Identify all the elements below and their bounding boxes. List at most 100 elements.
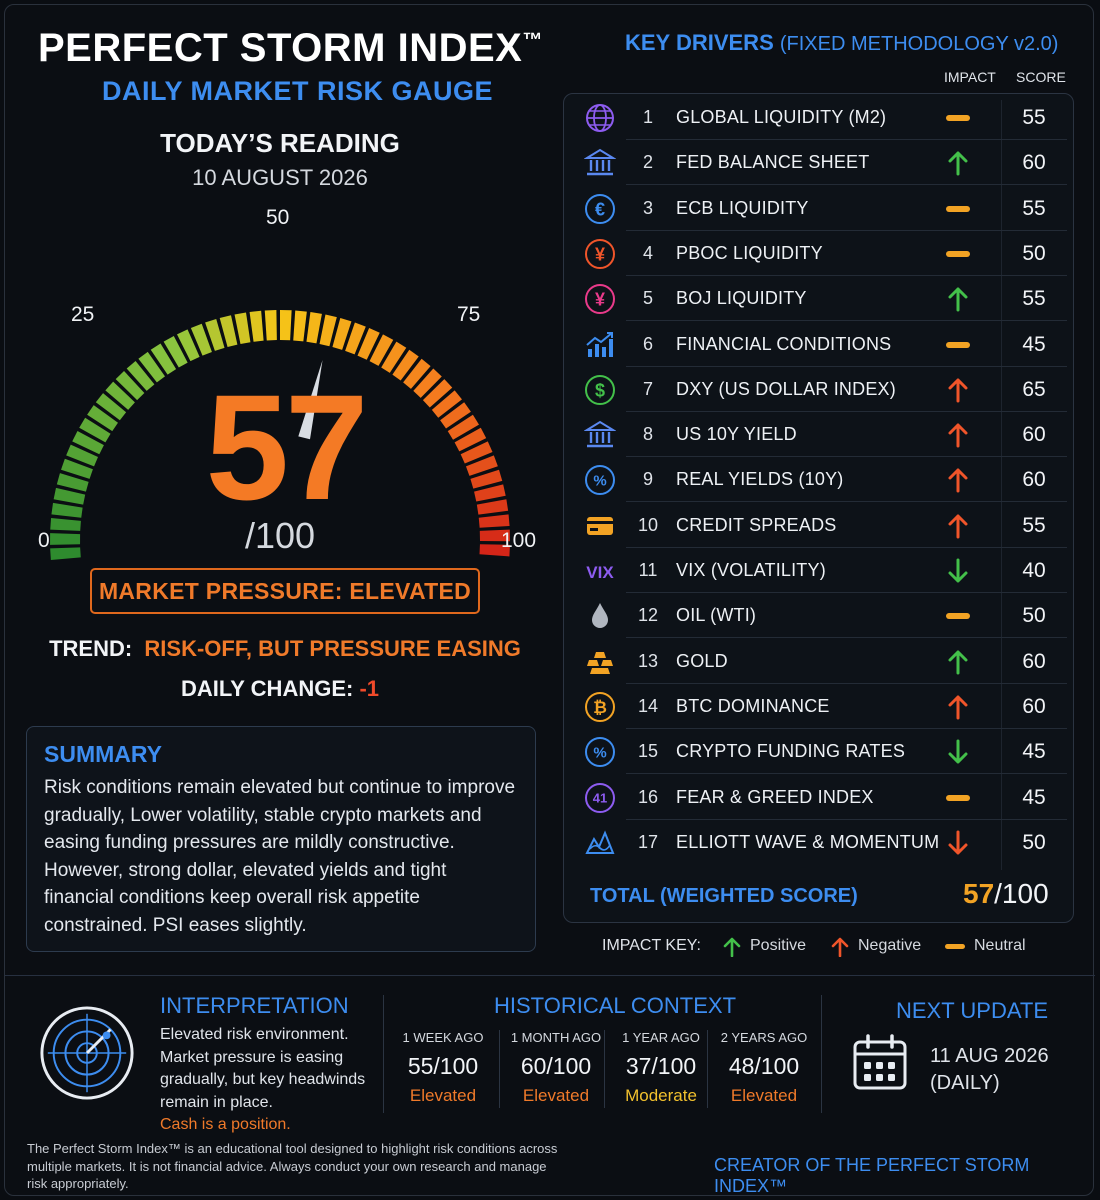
dash-icon (944, 196, 972, 222)
gauge-needle (298, 359, 323, 440)
history-item: 1 MONTH AGO 60/100 Elevated (501, 1030, 611, 1106)
row-divider (626, 818, 1067, 820)
row-divider (626, 727, 1067, 729)
driver-number: 13 (637, 650, 659, 671)
gauge-segment (105, 381, 135, 410)
gold-bars-icon (584, 646, 616, 678)
history-value: 60/100 (520, 1053, 592, 1079)
row-divider (626, 637, 1067, 639)
gauge-segment (293, 310, 307, 342)
reading-date: 10 AUGUST 2026 (192, 165, 368, 190)
driver-name: GLOBAL LIQUIDITY (M2) (676, 107, 887, 127)
history-period: 2 YEARS AGO (720, 1030, 808, 1045)
driver-score: 50 (1022, 604, 1046, 628)
driver-row: 13 GOLD 60 (564, 639, 1075, 684)
gauge-segment (56, 473, 89, 492)
wave-icon (584, 827, 616, 859)
driver-number: 16 (637, 786, 659, 807)
divider (383, 995, 384, 1113)
dash-icon (944, 105, 972, 131)
history-heading: HISTORICAL CONTEXT (494, 993, 737, 1018)
gauge-segment (479, 544, 510, 557)
driver-row: 17 ELLIOTT WAVE & MOMENTUM 50 (564, 820, 1075, 865)
history-status: Elevated (730, 1086, 798, 1105)
gauge-tick-75: 75 (457, 303, 480, 326)
summary-text: Risk conditions remain elevated but cont… (44, 777, 516, 936)
up-arrow-icon (944, 694, 972, 720)
row-divider (626, 274, 1067, 276)
driver-number: 1 (642, 107, 653, 127)
gauge-segment (413, 368, 442, 398)
next-update-heading: NEXT UPDATE (896, 998, 1048, 1023)
gauge-segment (280, 310, 292, 341)
gauge-segment (95, 393, 127, 421)
gauge-segment (50, 517, 81, 531)
row-divider (626, 229, 1067, 231)
radar-icon (40, 1006, 134, 1100)
driver-row: 1 GLOBAL LIQUIDITY (M2) 55 (564, 95, 1075, 140)
driver-row: % 15 CRYPTO FUNDING RATES 45 (564, 729, 1075, 775)
gauge-segments (50, 310, 510, 561)
driver-name: PBOC LIQUIDITY (676, 242, 823, 263)
driver-score: 60 (1022, 649, 1046, 673)
driver-score: 45 (1022, 332, 1046, 356)
total-score: 57/100 (963, 878, 1049, 909)
gauge-segment (138, 351, 165, 383)
row-divider (626, 546, 1067, 548)
bitcoin-icon: ₿ (584, 691, 616, 723)
row-divider (626, 501, 1067, 503)
driver-score: 40 (1022, 559, 1046, 582)
total-label: TOTAL (WEIGHTED SCORE) (590, 885, 858, 907)
gauge-tick-50: 50 (266, 206, 289, 229)
page-subtitle: DAILY MARKET RISK GAUGE (102, 76, 494, 106)
svg-text:VIX: VIX (586, 563, 614, 582)
driver-number: 6 (642, 333, 653, 354)
history-item: 1 YEAR AGO 37/100 Moderate (606, 1030, 716, 1106)
history-period: 1 MONTH AGO (510, 1030, 602, 1045)
down-arrow-icon (944, 558, 972, 584)
gauge-tick-100: 100 (501, 529, 536, 552)
key-neutral: Neutral (974, 937, 1026, 954)
gauge-segment (51, 502, 83, 518)
driver-number: 3 (642, 197, 653, 218)
euro-icon: € (584, 193, 616, 225)
gauge-segment (249, 310, 264, 342)
section-divider (5, 975, 1095, 976)
down-arrow-icon (944, 830, 972, 856)
divider (499, 1030, 500, 1108)
history-value: 37/100 (625, 1053, 697, 1079)
dash-icon (944, 785, 972, 811)
divider (604, 1030, 605, 1108)
gauge-segment (332, 318, 352, 350)
impact-column-header: IMPACT (944, 69, 996, 85)
driver-score: 60 (1022, 151, 1046, 175)
driver-name: OIL (WTI) (676, 605, 757, 626)
driver-number: 17 (637, 831, 659, 852)
gauge-segment (115, 370, 145, 401)
history-item: 1 WEEK AGO 55/100 Elevated (388, 1030, 498, 1106)
driver-score: 60 (1022, 468, 1046, 492)
driver-row: $7 DXY (US DOLLAR INDEX) 65 (564, 367, 1075, 412)
svg-text:€: € (595, 199, 605, 219)
yuan-icon: ¥ (584, 238, 616, 270)
driver-score: 60 (1022, 694, 1046, 718)
driver-name: DXY (US DOLLAR INDEX) (676, 378, 896, 399)
driver-row: 41 16 FEAR & GREED INDEX 45 (564, 775, 1075, 820)
dash-icon (944, 241, 972, 267)
dash-icon (944, 332, 972, 358)
driver-row: 6 FINANCIAL CONDITIONS 45 (564, 322, 1075, 367)
market-pressure-badge: MARKET PRESSURE: ELEVATED (90, 568, 480, 614)
gauge-segment (79, 417, 111, 443)
gauge-segment (219, 315, 238, 347)
driver-number: 10 (637, 514, 659, 535)
driver-name: ELLIOTT WAVE & MOMENTUM (676, 831, 940, 852)
gauge-segment (53, 487, 86, 505)
summary-panel: SUMMARY Risk conditions remain elevated … (26, 726, 536, 952)
gauge-segment (72, 430, 104, 455)
vix-icon: VIX (584, 555, 616, 587)
gauge-segment (163, 335, 188, 368)
history-value: 48/100 (728, 1053, 800, 1079)
up-arrow-icon (944, 467, 972, 493)
gauge-segment (190, 323, 212, 356)
gauge-segment (460, 441, 493, 464)
